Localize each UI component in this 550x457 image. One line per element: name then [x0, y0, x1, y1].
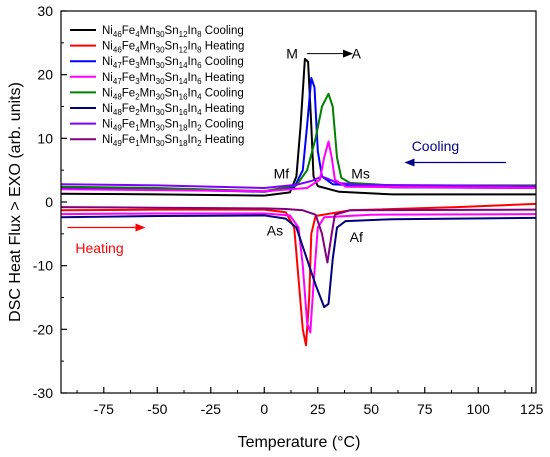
y-axis-title: DSC Heat Flux > EXO (arb. units)	[7, 82, 24, 322]
annotation-mf: Mf	[274, 165, 290, 181]
x-tick-label: 75	[417, 401, 433, 417]
x-tick-label: -75	[94, 401, 114, 417]
y-tick-label: -30	[33, 385, 53, 401]
series-line-6	[61, 214, 536, 309]
y-tick-label: -20	[33, 321, 53, 337]
legend-entry: Ni48Fe2Mn30Sn16In4 Cooling	[102, 87, 244, 101]
annotation-layer: M A Mf Ms As Af Cooling Heating	[67, 46, 507, 256]
axis-layer: -75 -50 -25 0 25 50 75 100 125 -30 -20 -10 0 10 20 30	[33, 3, 544, 417]
series-line-2	[61, 202, 536, 347]
legend-entry: Ni47Fe3Mn30Sn14In6 Heating	[102, 72, 244, 86]
x-tick-label: 50	[363, 401, 379, 417]
x-tick-label: 25	[310, 401, 326, 417]
annotation-ms: Ms	[351, 165, 370, 181]
y-tick-label: -10	[33, 258, 53, 274]
series-line-7	[61, 175, 536, 189]
legend-entry: Ni49Fe1Mn30Sn18In2 Cooling	[102, 119, 244, 133]
y-tick-label: 20	[37, 67, 53, 83]
y-tick-label: 30	[37, 3, 53, 19]
x-axis-title: Temperature (°C)	[238, 434, 361, 451]
x-tick-label: 125	[520, 401, 544, 417]
legend-entry: Ni48Fe2Mn30Sn16In4 Heating	[102, 103, 244, 117]
annotation-as: As	[267, 223, 283, 239]
series-line-9	[61, 140, 536, 193]
series-line-1	[61, 57, 536, 197]
y-tick-label: 0	[45, 194, 53, 210]
annotation-m: M	[286, 46, 298, 62]
series-line-8	[61, 206, 536, 264]
x-tick-label: 100	[467, 401, 491, 417]
x-tick-label: -50	[147, 401, 167, 417]
legend-entry: Ni46Fe4Mn30Sn12In8 Heating	[102, 41, 244, 55]
legend-entry: Ni49Fe1Mn30Sn18In2 Heating	[102, 134, 244, 148]
heating-label: Heating	[75, 240, 123, 256]
plot-frame	[60, 10, 537, 394]
legend-entry: Ni47Fe3Mn30Sn14In6 Cooling	[102, 56, 244, 70]
legend: Ni46Fe4Mn30Sn12In8 Cooling Ni46Fe4Mn30Sn1…	[70, 25, 244, 148]
x-tick-label: -25	[201, 401, 221, 417]
cooling-label: Cooling	[412, 138, 459, 154]
series-line-4	[61, 212, 536, 334]
legend-entry: Ni46Fe4Mn30Sn12In8 Cooling	[102, 25, 244, 39]
annotation-af: Af	[350, 229, 363, 245]
y-tick-label: 10	[37, 130, 53, 146]
x-tick-label: 0	[260, 401, 268, 417]
series-layer	[61, 57, 536, 347]
annotation-a: A	[352, 46, 362, 62]
